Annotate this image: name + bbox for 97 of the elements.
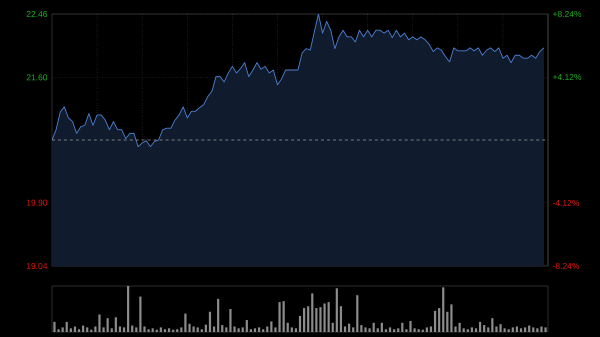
- bar: [217, 298, 220, 332]
- bar: [388, 327, 392, 332]
- bar: [384, 329, 388, 332]
- bar: [127, 286, 130, 332]
- bar: [188, 324, 191, 332]
- bar: [143, 326, 146, 332]
- y-tick-label: 19.90: [26, 200, 48, 206]
- bar: [319, 307, 322, 332]
- bar: [356, 295, 358, 332]
- bar: [532, 327, 534, 332]
- bar: [454, 326, 457, 332]
- bar: [131, 326, 134, 332]
- bar: [508, 329, 510, 332]
- bar: [274, 327, 277, 332]
- bar: [200, 329, 203, 332]
- bar: [348, 324, 350, 332]
- bar: [53, 322, 56, 332]
- bar: [450, 304, 453, 332]
- bar: [315, 308, 318, 332]
- bar: [499, 324, 502, 332]
- bar: [418, 329, 420, 332]
- bar: [372, 322, 375, 332]
- bar: [512, 327, 514, 332]
- bar: [78, 329, 80, 332]
- y-tick-label: 19.04: [26, 263, 48, 269]
- bar: [184, 314, 187, 332]
- bar: [262, 329, 264, 332]
- bar: [82, 326, 84, 332]
- bar: [405, 329, 408, 332]
- y2-tick-label: +8.24%: [552, 11, 582, 17]
- bar: [258, 327, 260, 332]
- bar: [401, 322, 404, 332]
- bar: [74, 326, 76, 332]
- bar: [229, 309, 232, 332]
- bar: [278, 302, 281, 332]
- bar: [152, 328, 154, 332]
- bar: [250, 329, 252, 332]
- bar: [516, 326, 518, 332]
- bar: [208, 312, 212, 332]
- bar: [491, 318, 494, 332]
- bar: [336, 288, 338, 332]
- bar: [442, 287, 444, 332]
- bar: [478, 322, 482, 332]
- bar: [524, 327, 526, 332]
- y-tick-label: 21.60: [26, 74, 48, 80]
- bar: [328, 302, 330, 332]
- bar: [466, 329, 469, 332]
- bar: [98, 314, 101, 332]
- bar: [311, 293, 314, 332]
- bar: [462, 328, 465, 332]
- bar: [139, 296, 142, 332]
- bar: [204, 324, 207, 332]
- bar: [270, 321, 272, 332]
- bar: [282, 301, 285, 332]
- y2-tick-label: -8.24%: [552, 263, 580, 269]
- y-tick-label: 22.46: [26, 11, 48, 17]
- bar: [94, 326, 96, 332]
- bar: [233, 326, 236, 332]
- bar: [364, 327, 367, 332]
- bar: [118, 326, 122, 332]
- bar: [266, 326, 268, 332]
- y2-tick-label: -4.12%: [552, 200, 580, 206]
- bar: [483, 325, 486, 332]
- bar: [246, 320, 248, 332]
- bar: [340, 306, 342, 332]
- bar: [176, 329, 178, 332]
- bar: [192, 326, 195, 332]
- bar: [106, 318, 109, 332]
- bar: [426, 327, 428, 332]
- bar: [323, 303, 326, 332]
- bar: [528, 326, 530, 332]
- bar: [86, 327, 88, 332]
- bar: [147, 329, 150, 332]
- bar: [102, 327, 105, 332]
- bar: [430, 326, 432, 332]
- bar: [66, 322, 68, 332]
- bar: [180, 327, 182, 332]
- bar: [495, 326, 498, 332]
- bar: [286, 322, 289, 332]
- bar: [434, 310, 436, 332]
- bar: [135, 327, 138, 332]
- bar: [298, 316, 302, 332]
- bar: [344, 326, 346, 332]
- bar: [212, 326, 216, 332]
- bar: [225, 327, 228, 332]
- bar: [540, 326, 543, 332]
- bar: [164, 329, 166, 332]
- bar: [487, 327, 490, 332]
- bar: [290, 327, 293, 332]
- bar: [114, 317, 117, 332]
- bar: [196, 327, 199, 332]
- bar: [409, 320, 412, 332]
- y2-tick-label: +4.12%: [552, 74, 582, 80]
- bar: [360, 325, 362, 332]
- bar: [393, 329, 396, 332]
- bar: [303, 308, 306, 332]
- bar: [57, 329, 60, 332]
